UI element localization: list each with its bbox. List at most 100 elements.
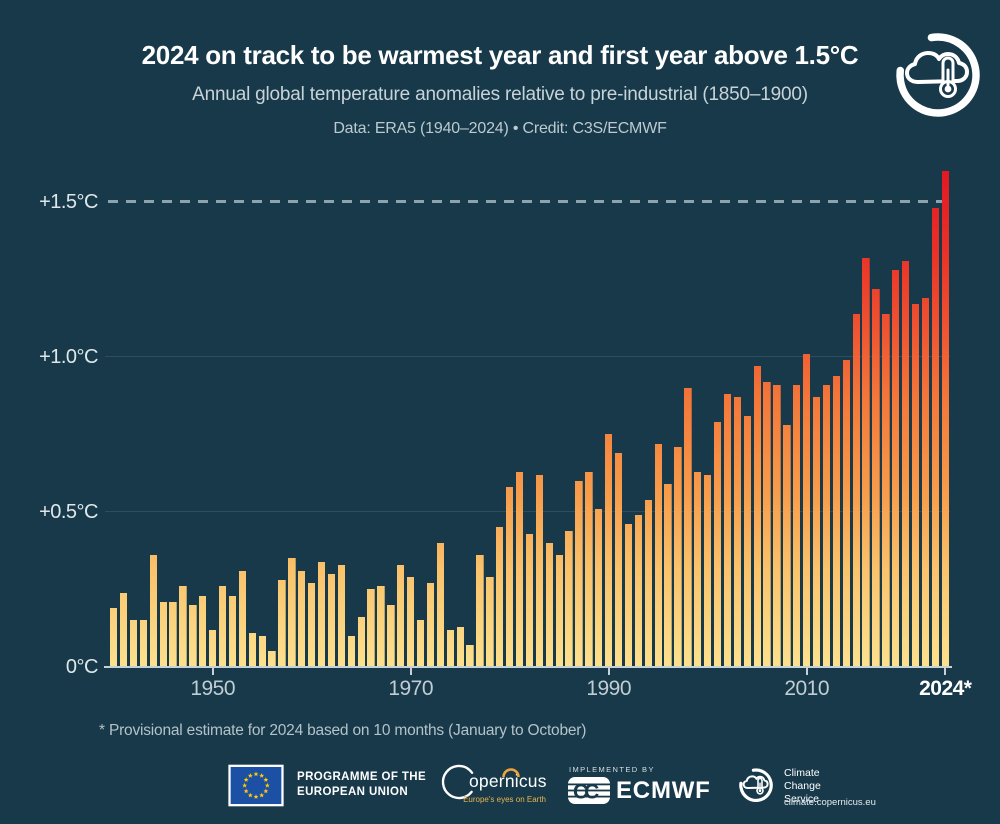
bar-2014 bbox=[842, 360, 850, 667]
bar-1941 bbox=[119, 593, 128, 667]
bar-1950 bbox=[209, 630, 217, 667]
bar-2004 bbox=[743, 416, 751, 667]
bar-1954 bbox=[248, 633, 256, 667]
bar-1991 bbox=[614, 453, 623, 667]
bar-1993 bbox=[634, 515, 643, 667]
bar-2003 bbox=[733, 397, 742, 667]
bar-2018 bbox=[882, 314, 890, 667]
eu-programme-line1: PROGRAMME OF THE bbox=[297, 771, 427, 783]
bar-1969 bbox=[397, 565, 405, 667]
bar-1961 bbox=[317, 562, 326, 667]
bar-2022 bbox=[921, 298, 930, 667]
bar-1988 bbox=[585, 472, 593, 667]
bar-1953 bbox=[238, 571, 247, 667]
bar-2007 bbox=[773, 385, 781, 667]
header: 2024 on track to be warmest year and fir… bbox=[0, 0, 1000, 138]
bar-1974 bbox=[446, 630, 454, 667]
bar-1956 bbox=[268, 651, 276, 667]
bar-1999 bbox=[694, 472, 702, 667]
bar-1982 bbox=[525, 534, 534, 667]
x-tick-label-1990: 1990 bbox=[586, 677, 632, 700]
bar-2019 bbox=[892, 270, 900, 667]
y-tick-label-1.0: +1.0°C bbox=[39, 346, 98, 368]
eu-programme-text: PROGRAMME OF THE EUROPEAN UNION bbox=[297, 770, 426, 800]
bar-1985 bbox=[555, 555, 563, 667]
bar-1977 bbox=[476, 555, 484, 667]
ccs-url: climate.copernicus.eu bbox=[784, 797, 876, 808]
bar-chart-plot-area bbox=[110, 155, 950, 667]
bar-1955 bbox=[258, 636, 266, 667]
bar-2020 bbox=[902, 261, 910, 667]
bar-1992 bbox=[624, 524, 633, 667]
copernicus-orange-arc-icon bbox=[502, 768, 520, 777]
bar-1943 bbox=[139, 620, 148, 667]
bar-1965 bbox=[357, 617, 365, 667]
eu-flag-logo bbox=[228, 764, 284, 807]
y-tick-label-0.5: +0.5°C bbox=[39, 501, 98, 523]
bar-1948 bbox=[189, 605, 197, 667]
bar-2006 bbox=[763, 382, 771, 667]
ecmwf-wordmark: ECMWF bbox=[616, 777, 711, 804]
bar-1995 bbox=[654, 444, 662, 667]
y-tick-label-0: 0°C bbox=[65, 656, 99, 678]
bar-1990 bbox=[605, 434, 613, 667]
data-credit: Data: ERA5 (1940–2024) • Credit: C3S/ECM… bbox=[333, 120, 667, 137]
bar-1962 bbox=[327, 574, 336, 667]
bar-2024 bbox=[941, 171, 949, 667]
bar-2010 bbox=[803, 354, 811, 667]
bar-1964 bbox=[347, 636, 355, 667]
threshold-1.5-dashed-line bbox=[108, 200, 951, 203]
bar-1971 bbox=[416, 620, 425, 667]
bar-1978 bbox=[486, 577, 494, 667]
bar-1967 bbox=[377, 586, 385, 667]
footnote: * Provisional estimate for 2024 based on… bbox=[99, 722, 587, 739]
ccs-name: Climate Change Service bbox=[784, 767, 821, 806]
copernicus-logo: opernicus Europe's eyes on Earth bbox=[440, 762, 550, 810]
ecmwf-emblem-icon: CC bbox=[568, 777, 610, 804]
bar-2013 bbox=[832, 376, 841, 667]
bar-1966 bbox=[367, 589, 375, 667]
bar-1976 bbox=[466, 645, 474, 667]
gridline-0.5 bbox=[105, 511, 950, 512]
bar-2023 bbox=[931, 208, 940, 667]
ccs-name-line1: Climate bbox=[784, 767, 820, 779]
gridline-1．0 bbox=[105, 356, 950, 357]
ccs-name-line2: Change Service bbox=[784, 780, 821, 805]
bar-1972 bbox=[426, 583, 435, 667]
bar-1994 bbox=[644, 500, 652, 667]
bar-1996 bbox=[664, 484, 672, 667]
bar-1968 bbox=[387, 605, 395, 667]
bar-2005 bbox=[753, 366, 761, 667]
bar-1952 bbox=[228, 596, 237, 667]
chart-subtitle: Annual global temperature anomalies rela… bbox=[192, 84, 808, 105]
x-tick-label-1950: 1950 bbox=[190, 677, 236, 700]
bar-1958 bbox=[288, 558, 296, 667]
bar-1979 bbox=[496, 527, 504, 667]
bar-2008 bbox=[783, 425, 791, 667]
bar-1957 bbox=[278, 580, 286, 667]
y-tick-label-1.5: +1.5°C bbox=[39, 191, 98, 213]
eu-programme-line2: EUROPEAN UNION bbox=[297, 786, 409, 798]
bar-1960 bbox=[308, 583, 316, 667]
bar-1998 bbox=[684, 388, 692, 667]
bar-2016 bbox=[862, 258, 870, 667]
bar-2002 bbox=[723, 394, 732, 667]
x-tickmark-1950 bbox=[211, 668, 214, 675]
ccs-cloud-thermometer-icon bbox=[739, 768, 773, 802]
copernicus-wordmark: opernicus bbox=[469, 771, 547, 791]
x-tickmark-2024 bbox=[944, 668, 947, 675]
bar-1975 bbox=[456, 627, 464, 667]
bar-2011 bbox=[812, 397, 821, 667]
bar-1949 bbox=[199, 596, 207, 667]
copernicus-tagline: Europe's eyes on Earth bbox=[463, 795, 546, 804]
bar-1944 bbox=[149, 555, 157, 667]
bar-2001 bbox=[713, 422, 722, 667]
bar-1984 bbox=[545, 543, 553, 667]
implemented-by-label: IMPLEMENTED BY bbox=[569, 765, 655, 774]
copernicus-c-swoosh-icon bbox=[441, 764, 477, 800]
bar-1947 bbox=[179, 586, 187, 667]
x-tick-label-1970: 1970 bbox=[388, 677, 434, 700]
x-tickmark-1990 bbox=[607, 668, 610, 675]
bar-1997 bbox=[674, 447, 682, 667]
c3s-cloud-thermometer-icon bbox=[896, 33, 980, 117]
